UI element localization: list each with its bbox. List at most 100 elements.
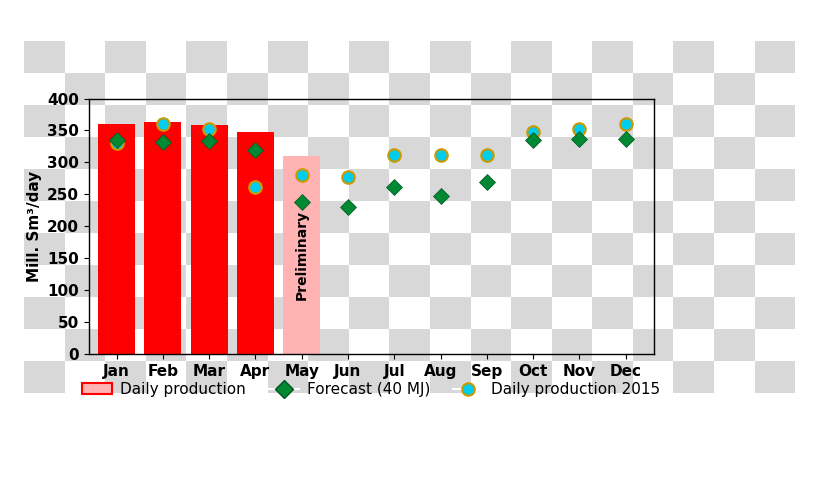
Bar — [633, 297, 673, 329]
Bar — [673, 297, 714, 329]
Bar — [65, 73, 105, 105]
Bar — [308, 233, 349, 265]
Bar — [552, 233, 593, 265]
Bar — [430, 137, 471, 169]
Bar — [349, 105, 389, 137]
Bar — [633, 361, 673, 393]
Bar — [430, 169, 471, 201]
Bar — [430, 201, 471, 233]
Bar — [552, 201, 593, 233]
Bar — [471, 265, 511, 297]
Bar — [146, 169, 187, 201]
Bar — [227, 105, 267, 137]
Bar — [65, 233, 105, 265]
Bar — [673, 265, 714, 297]
Bar — [714, 329, 754, 361]
Bar — [349, 201, 389, 233]
Bar — [267, 233, 308, 265]
Bar — [237, 133, 274, 354]
Bar — [349, 137, 389, 169]
Bar — [471, 169, 511, 201]
Bar — [714, 137, 754, 169]
Bar — [65, 41, 105, 73]
Bar — [349, 169, 389, 201]
Bar — [98, 124, 135, 354]
Bar — [714, 169, 754, 201]
Bar — [187, 41, 227, 73]
Bar — [511, 233, 552, 265]
Bar — [105, 201, 146, 233]
Bar — [633, 105, 673, 137]
Bar — [65, 201, 105, 233]
Bar — [308, 329, 349, 361]
Bar — [267, 137, 308, 169]
Bar — [24, 361, 65, 393]
Bar — [267, 105, 308, 137]
Bar — [714, 105, 754, 137]
Bar — [105, 73, 146, 105]
Bar — [187, 265, 227, 297]
Bar — [754, 137, 795, 169]
Bar — [146, 297, 187, 329]
Bar — [105, 233, 146, 265]
Bar — [471, 201, 511, 233]
Bar — [633, 329, 673, 361]
Bar — [471, 73, 511, 105]
Bar — [227, 169, 267, 201]
Bar — [349, 265, 389, 297]
Bar — [65, 265, 105, 297]
Bar — [65, 105, 105, 137]
Bar — [552, 41, 593, 73]
Bar — [511, 265, 552, 297]
Bar — [511, 169, 552, 201]
Bar — [227, 265, 267, 297]
Bar — [714, 265, 754, 297]
Bar — [430, 105, 471, 137]
Bar — [754, 361, 795, 393]
Bar — [267, 297, 308, 329]
Bar — [593, 265, 633, 297]
Bar — [389, 361, 430, 393]
Bar — [187, 297, 227, 329]
Text: Preliminary: Preliminary — [295, 210, 309, 300]
Bar — [430, 73, 471, 105]
Bar — [593, 201, 633, 233]
Bar — [308, 361, 349, 393]
Bar — [389, 265, 430, 297]
Bar — [389, 201, 430, 233]
Bar — [187, 361, 227, 393]
Bar — [308, 169, 349, 201]
Bar — [754, 297, 795, 329]
Bar — [267, 201, 308, 233]
Bar — [146, 361, 187, 393]
Bar — [471, 105, 511, 137]
Bar — [633, 169, 673, 201]
Bar — [24, 169, 65, 201]
Bar — [227, 201, 267, 233]
Bar — [389, 169, 430, 201]
Bar — [673, 41, 714, 73]
Bar — [552, 361, 593, 393]
Y-axis label: Mill. Sm³/day: Mill. Sm³/day — [27, 171, 42, 282]
Bar — [308, 297, 349, 329]
Bar — [430, 297, 471, 329]
Bar — [144, 122, 182, 354]
Bar — [267, 361, 308, 393]
Bar — [267, 169, 308, 201]
Bar — [593, 233, 633, 265]
Bar — [187, 169, 227, 201]
Bar — [65, 137, 105, 169]
Bar — [673, 201, 714, 233]
Bar — [65, 361, 105, 393]
Bar — [267, 73, 308, 105]
Bar — [267, 329, 308, 361]
Bar — [714, 73, 754, 105]
Bar — [146, 41, 187, 73]
Bar — [714, 297, 754, 329]
Bar — [754, 201, 795, 233]
Bar — [754, 233, 795, 265]
Bar — [187, 233, 227, 265]
Bar — [511, 329, 552, 361]
Bar — [308, 105, 349, 137]
Bar — [389, 297, 430, 329]
